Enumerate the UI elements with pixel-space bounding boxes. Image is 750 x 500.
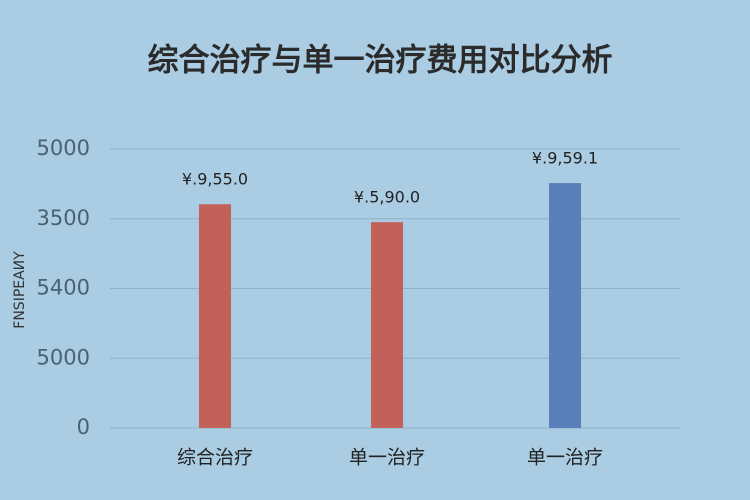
bar [549, 183, 581, 428]
y-axis-label: FNSIPEAИY [12, 251, 28, 329]
value-label: ¥.5,90.0 [354, 188, 420, 207]
y-tick-label: 0 [77, 415, 90, 439]
y-tick-label: 5000 [37, 136, 90, 160]
value-label: ¥.9,55.0 [182, 170, 248, 189]
bar [199, 204, 231, 428]
y-tick-label: 5400 [37, 276, 90, 300]
x-tick-label: 单一治疗 [349, 447, 425, 469]
y-tick-label: 3500 [37, 206, 90, 230]
x-tick-label: 综合治疗 [177, 447, 253, 469]
chart-title: 综合治疗与单一治疗费用对比分析 [148, 43, 613, 79]
y-tick-label: 5000 [37, 345, 90, 369]
x-tick-label: 单一治疗 [527, 447, 603, 469]
value-label: ¥.9,59.1 [532, 149, 598, 168]
bar [371, 222, 403, 428]
